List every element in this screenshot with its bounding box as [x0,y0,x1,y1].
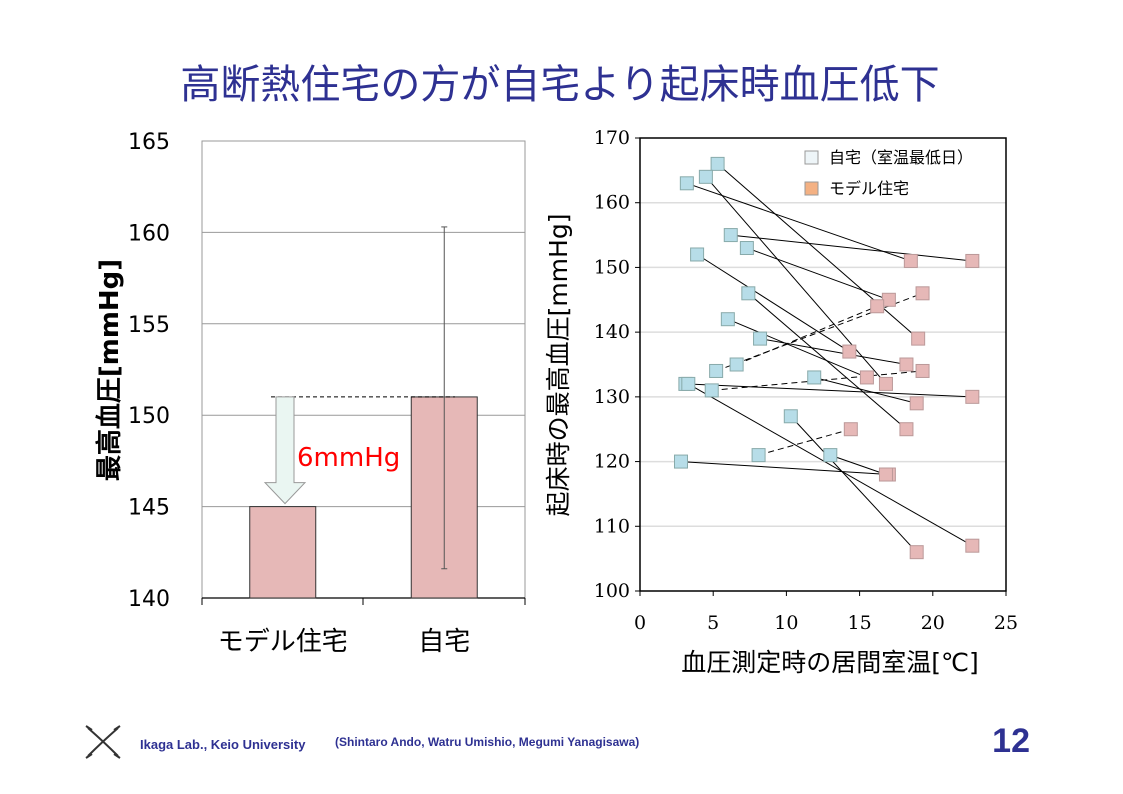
model-point [878,467,893,482]
scatter-y-tick-label: 140 [594,321,630,343]
slide-title: 高断熱住宅の方が自宅より起床時血圧低下 [180,62,939,108]
pair-connector-line [730,234,973,262]
scatter-y-tick-label: 160 [594,192,630,214]
model-point [965,253,980,268]
model-point [915,286,930,301]
pair-connector-line [685,383,973,398]
home-point [681,376,696,391]
home-point [823,448,838,463]
pair-connector-line [717,163,919,339]
pair-connector-line [790,415,918,553]
model-point [843,422,858,437]
home-point [679,176,694,191]
model-point [903,253,918,268]
bar-y-tick-label: 140 [128,587,170,612]
model-point [881,292,896,307]
model-point [909,396,924,411]
footer-lab: Ikaga Lab., Keio University [140,737,306,752]
footer-authors: (Shintaro Ando, Watru Umishio, Megumi Ya… [335,735,639,749]
bar-y-tick-label: 165 [128,130,170,155]
pair-connector-line [736,305,878,365]
home-point [720,312,735,327]
pair-connector-line [680,461,889,476]
model-point [899,422,914,437]
home-point [739,241,754,256]
scatter-x-tick-label: 5 [707,612,719,634]
home-point [729,357,744,372]
model-point [909,545,924,560]
home-point [751,448,766,463]
model-point [859,370,874,385]
model-point [878,376,893,391]
model-point [842,344,857,359]
scatter-x-tick-label: 15 [848,612,872,634]
scatter-x-tick-label: 20 [921,612,945,634]
model-point [965,538,980,553]
legend-label-model: モデル住宅 [829,179,909,198]
scatter-y-tick-label: 110 [594,515,630,537]
legend-swatch-model [804,181,819,196]
bar-0 [249,506,317,599]
pair-connector-line [830,454,887,475]
bar-y-tick-label: 145 [128,496,170,521]
scatter-x-axis-label: 血圧測定時の居間室温[℃] [681,648,979,677]
home-point [723,228,738,243]
home-point [690,247,705,262]
home-point [753,331,768,346]
bar-y-axis-label: 最高血圧[mmHg] [94,259,125,481]
home-point [673,454,688,469]
scatter-x-tick-label: 0 [634,612,646,634]
model-point [915,363,930,378]
pair-connector-line [727,318,868,378]
scatter-x-tick-label: 25 [994,612,1018,634]
home-point [698,169,713,184]
down-arrow-icon [263,396,307,505]
scatter-chart: 100 110 120 130 140 150 160 170 0 5 10 15 20 25 起床時の最… [544,127,1018,677]
scatter-plot-area [639,137,1007,592]
lab-logo [85,725,121,759]
legend-label-home: 自宅（室温最低日） [829,148,973,167]
scatter-x-tick-label: 10 [774,612,798,634]
difference-annotation: 6mmHg [297,443,400,473]
pair-connector-line [746,247,890,301]
scatter-y-axis-label: 起床時の最高血圧[mmHg] [544,214,573,517]
legend-swatch-home [804,150,819,165]
model-point [965,389,980,404]
home-point [807,370,822,385]
scatter-y-tick-label: 100 [594,580,630,602]
pair-connector-line [688,383,973,547]
pair-connector-line [759,338,907,365]
home-point [783,409,798,424]
pair-connector-line [696,254,850,352]
model-point [870,299,885,314]
scatter-y-tick-label: 170 [594,127,630,149]
bar-y-tick-label: 150 [128,404,170,429]
scatter-y-tick-label: 150 [594,256,630,278]
pair-connector-line [814,376,917,404]
page-number: 12 [992,722,1030,760]
scatter-legend: 自宅（室温最低日） モデル住宅 [804,148,973,198]
scatter-y-tick-label: 120 [594,451,630,473]
bar-category-label: モデル住宅 [218,627,348,657]
bar-y-tick-label: 160 [128,221,170,246]
model-point [899,357,914,372]
pair-connector-line [705,176,887,385]
bar-category-label: 自宅 [418,627,470,657]
home-point [710,156,725,171]
pair-connector-line [686,182,912,262]
scatter-y-tick-label: 130 [594,386,630,408]
home-point [709,363,724,378]
home-point [704,383,719,398]
home-point [741,286,756,301]
pair-connector-line [758,428,851,456]
bar-chart: 140 145 150 155 160 165 モデル住宅 自宅 6mmHg 最高血圧[mmH… [94,130,526,657]
model-point [911,331,926,346]
bar-y-tick-label: 155 [128,313,170,338]
